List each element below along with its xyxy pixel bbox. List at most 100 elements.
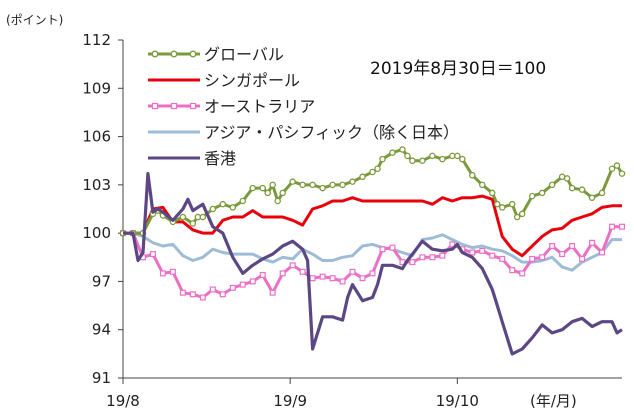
base-date-annotation: 2019年8月30日＝100	[370, 59, 546, 79]
data-point	[249, 278, 256, 285]
legend-label: シンガポール	[204, 71, 300, 90]
data-point	[374, 165, 381, 173]
data-point	[239, 281, 246, 288]
data-point	[169, 268, 176, 275]
data-point	[199, 294, 206, 301]
data-point	[419, 254, 426, 261]
y-tick-label: 100	[82, 224, 111, 242]
data-point	[569, 243, 576, 250]
data-point	[259, 271, 266, 278]
data-point	[309, 275, 316, 282]
data-point	[199, 213, 207, 221]
data-point	[538, 189, 546, 197]
y-tick-label: 106	[82, 128, 111, 146]
legend-item: オーストラリア	[148, 97, 315, 116]
data-point	[229, 204, 237, 211]
legend-marker	[189, 102, 197, 110]
x-axis-unit-label: (年/月)	[530, 392, 577, 410]
data-point	[179, 289, 186, 296]
legend-item: グローバル	[148, 45, 284, 64]
data-point	[279, 270, 286, 277]
y-axis-title: (ポイント)	[6, 13, 63, 27]
legend-label: アジア・パシフィック（除く日本）	[204, 123, 459, 142]
data-point	[563, 175, 571, 182]
data-point	[493, 200, 501, 208]
data-point	[369, 270, 376, 277]
data-point	[598, 189, 606, 197]
data-point	[513, 213, 521, 221]
data-point	[369, 168, 376, 176]
data-point	[189, 291, 196, 298]
y-tick-label: 103	[82, 176, 111, 194]
data-point	[518, 210, 526, 218]
data-point	[454, 152, 461, 160]
x-axis-ticks: 19/8 19/9 19/10	[106, 378, 479, 410]
data-point	[479, 247, 486, 254]
data-point	[549, 243, 556, 250]
legend-label: 香港	[204, 149, 236, 168]
data-point	[319, 273, 326, 280]
legend-marker	[170, 102, 178, 110]
legend-marker	[151, 102, 159, 110]
data-point	[469, 249, 476, 256]
series-line	[123, 147, 624, 235]
legend-marker	[151, 50, 159, 58]
data-point	[508, 200, 516, 208]
data-point	[349, 268, 356, 275]
data-point	[279, 189, 286, 197]
data-point	[159, 270, 166, 277]
data-point	[469, 171, 476, 179]
series-2	[119, 223, 625, 301]
data-point	[389, 149, 396, 156]
y-tick-label: 97	[92, 272, 111, 290]
data-point	[419, 157, 426, 164]
data-point	[359, 173, 366, 181]
legend-item: 香港	[148, 149, 236, 168]
x-tick-label: 19/9	[273, 392, 307, 410]
legend-item: シンガポール	[148, 71, 300, 90]
series-4	[123, 172, 623, 356]
data-point	[319, 184, 326, 192]
data-point	[329, 181, 336, 189]
series-line	[123, 172, 623, 356]
data-point	[404, 152, 411, 160]
y-tick-label: 94	[92, 321, 111, 339]
data-point	[409, 259, 416, 266]
legend-marker	[189, 50, 197, 58]
series-line	[123, 194, 622, 258]
data-point	[489, 252, 496, 259]
data-point	[289, 262, 296, 269]
data-point	[379, 155, 386, 163]
y-tick-label: 91	[92, 369, 111, 387]
data-point	[618, 223, 625, 230]
data-point	[349, 178, 356, 185]
data-point	[609, 223, 616, 230]
data-point	[274, 197, 281, 205]
data-point	[519, 270, 526, 277]
data-point	[618, 170, 626, 177]
data-point	[239, 197, 247, 205]
data-point	[429, 152, 436, 160]
y-tick-label: 109	[82, 79, 111, 97]
data-point	[189, 220, 197, 227]
legend-marker	[170, 50, 178, 58]
data-point	[548, 181, 556, 189]
series-1	[123, 194, 622, 258]
data-point	[269, 289, 276, 296]
y-tick-label: 112	[82, 31, 111, 49]
data-point	[589, 239, 596, 246]
data-point	[479, 181, 486, 189]
data-point	[264, 189, 271, 197]
data-point	[498, 204, 506, 211]
series-3	[123, 231, 622, 272]
data-point	[459, 155, 466, 163]
series-layer	[119, 146, 626, 356]
legend-item: アジア・パシフィック（除く日本）	[148, 123, 459, 142]
y-axis-ticks: 91 94 97 100 103 106 109 112	[82, 31, 123, 387]
data-point	[529, 255, 536, 262]
data-point	[289, 178, 296, 185]
data-point	[339, 181, 346, 189]
data-point	[439, 252, 446, 259]
